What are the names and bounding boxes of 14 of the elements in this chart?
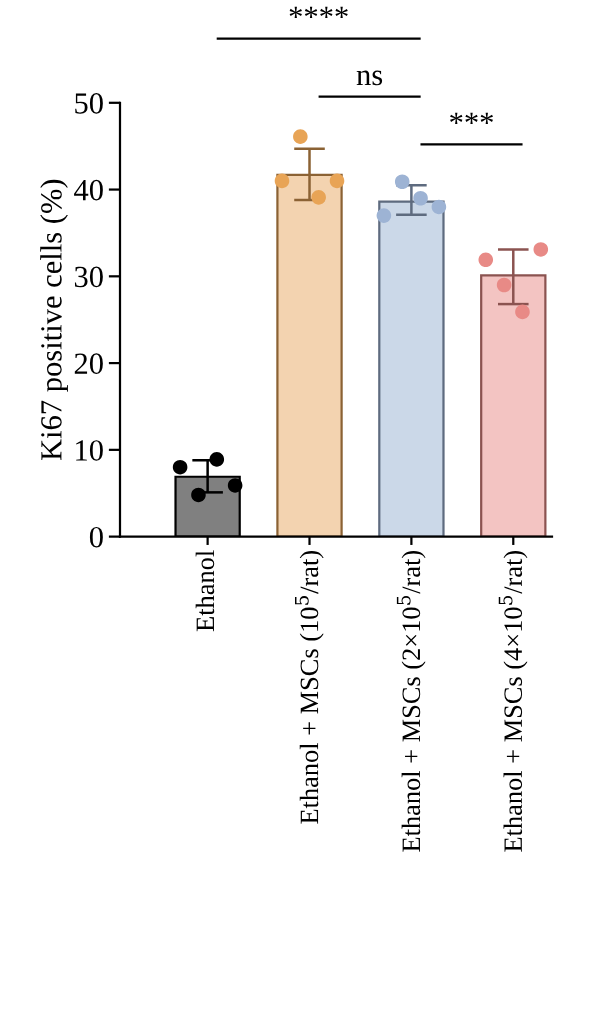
y-tick-label: 10 <box>76 440 103 461</box>
y-tick-label: 50 <box>75 93 103 114</box>
text: **** <box>289 6 348 19</box>
text: ns <box>356 70 383 86</box>
y-tick-label: 40 <box>74 179 103 201</box>
y-tick-label: 0 <box>89 526 103 548</box>
y-axis-title: Ki67 positive cells (%) <box>40 179 68 461</box>
x-tick-label: Ethanol <box>195 550 215 632</box>
x-tick-label: Ethanol + MSCs (10$^{5}$/rat) <box>295 551 324 824</box>
x-tick-label: Ethanol + MSCs (2×10$^{5}$/rat) <box>396 551 426 852</box>
y-tick-label: 30 <box>74 266 103 288</box>
annotation: *** <box>450 112 493 124</box>
x-tick-label: Ethanol + MSCs (4×10$^{5}$/rat) <box>498 551 528 852</box>
y-tick-label: 20 <box>74 353 103 374</box>
